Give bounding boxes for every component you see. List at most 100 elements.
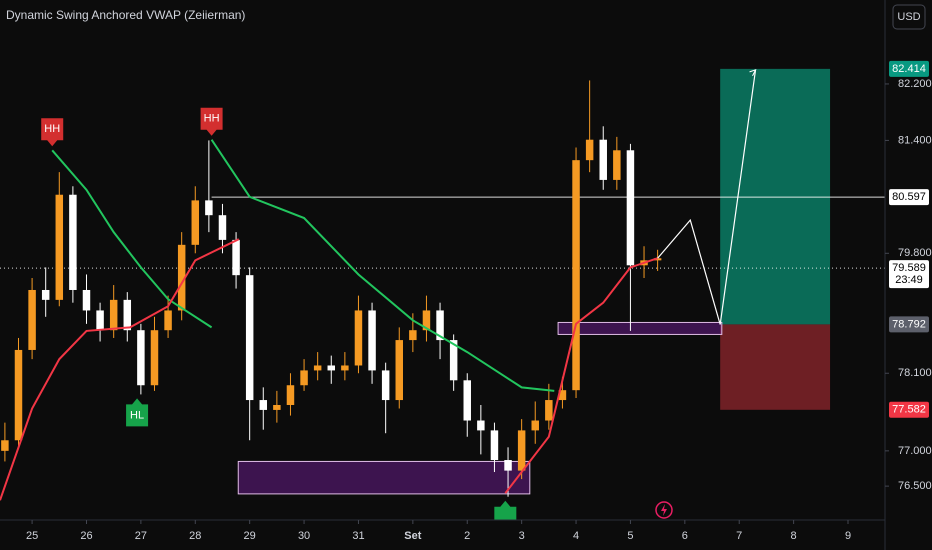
candle-body	[41, 289, 50, 300]
candle-body	[177, 244, 186, 311]
candle-body	[558, 390, 567, 401]
candle-body	[572, 160, 580, 391]
candle-body	[164, 310, 172, 331]
pivot-label: HH	[44, 123, 60, 135]
x-tick-label: 29	[244, 530, 256, 542]
pivot-label: HH	[204, 113, 220, 125]
candle-body	[259, 400, 268, 410]
x-tick-label: 28	[189, 530, 201, 542]
candle-body	[150, 330, 159, 386]
price-tag-label: 79.589	[892, 262, 926, 274]
candle-body	[422, 310, 431, 331]
plot-area: HH HH HL	[0, 68, 885, 520]
candle-body	[28, 289, 36, 350]
pivot-marker: HL	[126, 398, 149, 427]
candle-body	[14, 349, 23, 441]
price-tag	[889, 401, 929, 418]
candle-body	[245, 275, 254, 401]
candle-body	[626, 150, 635, 266]
vwap-line	[51, 149, 213, 329]
x-tick-label: 31	[352, 530, 364, 542]
x-tick-label: 6	[682, 530, 688, 542]
x-tick-label: 8	[791, 530, 797, 542]
currency[interactable]: USD	[897, 11, 920, 23]
candle-body	[191, 200, 200, 245]
pivot-badge	[126, 398, 149, 427]
price-tag	[889, 189, 929, 206]
candle-body	[477, 420, 485, 431]
candle-body	[368, 310, 376, 371]
y-tick-label: 76.500	[898, 480, 932, 492]
pivot-marker: HH	[200, 107, 223, 136]
zone	[557, 321, 723, 335]
currency-button[interactable]	[892, 4, 926, 30]
stop-zone	[720, 324, 831, 410]
chart-title: Dynamic Swing Anchored VWAP (Zeiierman)	[6, 8, 245, 22]
candle-body	[517, 430, 526, 471]
price-tag	[889, 260, 929, 289]
price-tag-label: 78.792	[892, 318, 926, 330]
pivot-marker: HH	[41, 118, 64, 147]
y-tick-label: 81.400	[898, 134, 932, 146]
candle-body	[395, 340, 403, 401]
pivot-badge	[494, 500, 517, 520]
candle-body	[585, 139, 594, 161]
x-tick-label: 2	[464, 530, 470, 542]
x-tick-label: 26	[80, 530, 92, 542]
candle-body	[504, 460, 512, 471]
x-tick-label: 9	[845, 530, 851, 542]
candle-body	[313, 365, 322, 371]
candle-body	[205, 200, 213, 216]
candle-body	[531, 420, 539, 431]
candle-body	[273, 404, 281, 410]
vwap-line	[210, 139, 555, 392]
candle-body	[82, 289, 91, 311]
pivot-marker	[494, 500, 517, 520]
x-tick-label: 27	[135, 530, 147, 542]
candle-body	[1, 440, 9, 451]
countdown-label: 23:49	[895, 274, 923, 286]
price-tag-label: 82.414	[892, 63, 926, 75]
candle-body	[409, 330, 417, 341]
y-tick-label: 77.000	[898, 445, 932, 457]
x-tick-label: 5	[627, 530, 633, 542]
candle-body	[436, 310, 444, 341]
candle-body	[55, 194, 64, 300]
y-tick-label: 79.800	[898, 247, 932, 259]
y-tick-label: 78.100	[898, 367, 932, 379]
x-tick-label: 7	[736, 530, 742, 542]
candle-body	[354, 310, 363, 366]
x-tick-label: 25	[26, 530, 38, 542]
candle-body	[381, 370, 390, 401]
projection-path	[657, 69, 757, 325]
candle-body	[599, 139, 607, 180]
price-tag	[889, 60, 929, 77]
pivot-badge	[200, 107, 223, 136]
pivot-badge	[41, 118, 64, 147]
candle-body	[341, 365, 349, 371]
price-tag	[889, 316, 929, 333]
candle-body	[218, 215, 227, 240]
candle-body	[123, 299, 132, 331]
x-tick-label: 4	[573, 530, 579, 542]
candle-body	[286, 385, 295, 405]
price-tag-label: 80.597	[892, 191, 926, 203]
candle-body	[300, 370, 308, 386]
vwap-line	[504, 257, 658, 494]
candle-body	[490, 430, 499, 461]
candle-body	[545, 400, 553, 421]
candle-body	[137, 330, 145, 386]
vwap-line	[0, 238, 240, 501]
pivot-label: HL	[130, 409, 144, 421]
x-tick-label: Set	[404, 530, 421, 542]
projection-arrow	[749, 68, 757, 77]
candle-body	[653, 258, 662, 261]
candle-body	[96, 310, 104, 331]
candle-body	[613, 150, 621, 180]
alert-icon[interactable]	[655, 501, 673, 519]
x-tick-label: 3	[519, 530, 525, 542]
candle-body	[69, 194, 77, 290]
candle-body	[463, 380, 471, 421]
candle-body	[109, 299, 118, 331]
